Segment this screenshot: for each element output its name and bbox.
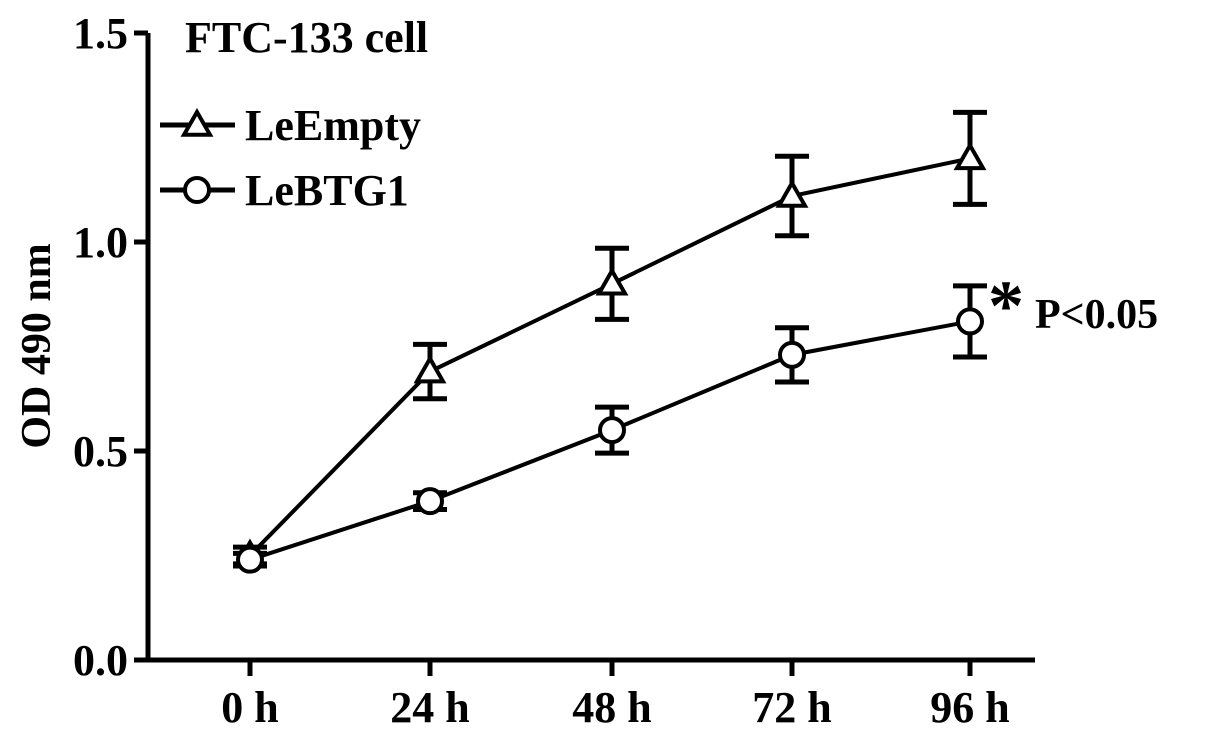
x-tick-label: 48 h <box>572 683 651 732</box>
series-line <box>248 156 971 557</box>
legend-entry-lebtg1: LeBTG1 <box>160 166 409 215</box>
tick-labels: 0.0 0.5 1.0 1.5 0 h 24 h 48 h 72 h 96 h <box>73 9 1010 732</box>
legend-label: LeBTG1 <box>245 166 409 215</box>
x-tick-label: 0 h <box>221 683 278 732</box>
y-axis-label: OD 490 nm <box>14 243 60 448</box>
data-point <box>956 307 984 336</box>
data-point <box>598 416 626 445</box>
significance-asterisk: * <box>988 266 1024 346</box>
x-tick-label: 96 h <box>930 683 1009 732</box>
data-point <box>775 178 809 208</box>
y-tick-label: 0.5 <box>73 427 128 476</box>
legend-entry-leempty: LeEmpty <box>160 101 421 150</box>
x-tick-label: 24 h <box>390 683 469 732</box>
series-layer <box>233 109 987 574</box>
legend-label: LeEmpty <box>245 101 421 150</box>
legend: LeEmpty LeBTG1 <box>160 101 421 215</box>
data-point <box>778 340 806 369</box>
data-point <box>413 354 447 384</box>
data-point <box>236 545 264 574</box>
y-tick-label: 1.0 <box>73 218 128 267</box>
y-tick-label: 1.5 <box>73 9 128 58</box>
y-tick-label: 0.0 <box>73 636 128 685</box>
p-value-annotation: P<0.05 <box>1035 292 1158 338</box>
data-point <box>416 487 444 516</box>
x-tick-label: 72 h <box>752 683 831 732</box>
chart-title: FTC-133 cell <box>185 13 428 62</box>
series-lebtg1 <box>233 283 987 574</box>
data-point <box>953 141 987 171</box>
legend-marker <box>183 176 211 204</box>
data-point <box>595 266 629 296</box>
legend-marker <box>180 107 214 137</box>
axes <box>134 30 1035 676</box>
